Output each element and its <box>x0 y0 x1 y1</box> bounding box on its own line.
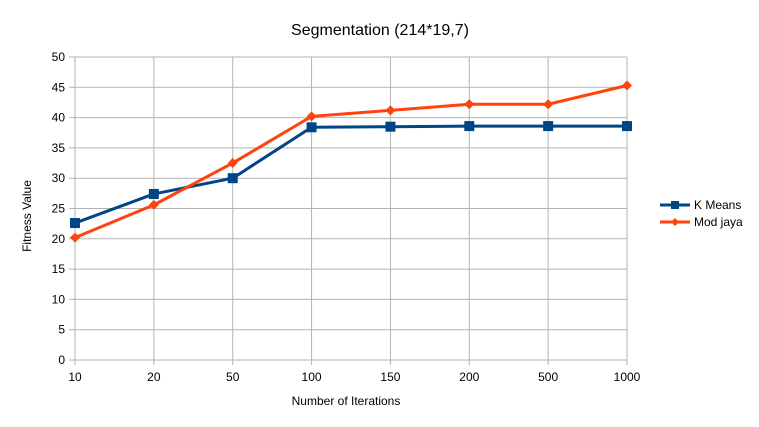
x-tick-label: 200 <box>459 370 479 384</box>
y-tick-label: 10 <box>52 292 66 306</box>
y-tick-label: 5 <box>58 323 65 337</box>
data-point <box>227 158 238 169</box>
chart-title: Segmentation (214*19,7) <box>291 22 469 39</box>
plot-area <box>70 80 632 243</box>
x-tick-label: 150 <box>380 370 400 384</box>
series-line <box>74 124 627 225</box>
y-tick-label: 20 <box>52 232 66 246</box>
data-point <box>464 121 475 132</box>
y-tick-label: 45 <box>52 80 66 94</box>
legend-marker <box>671 201 679 209</box>
x-tick-label: 1000 <box>614 370 641 384</box>
data-point <box>148 199 159 210</box>
data-point <box>148 188 159 199</box>
x-axis-label: Number of Iterations <box>292 394 401 408</box>
legend: K Means Mod jaya <box>660 198 743 229</box>
data-point <box>385 105 396 116</box>
data-point <box>70 218 80 229</box>
y-tick-label: 30 <box>52 171 66 185</box>
series-line <box>74 84 628 239</box>
y-tick-label: 0 <box>58 353 65 367</box>
x-tick-label: 100 <box>302 370 322 384</box>
data-point <box>543 121 554 132</box>
y-tick-label: 50 <box>52 50 66 64</box>
x-tick-label: 500 <box>538 370 558 384</box>
data-point <box>543 99 554 110</box>
x-tick-label: 20 <box>147 370 161 384</box>
x-tick-label: 50 <box>226 370 240 384</box>
legend-marker <box>671 218 679 226</box>
data-point <box>464 99 475 110</box>
y-tick-label: 25 <box>52 202 66 216</box>
data-point <box>227 173 238 184</box>
y-tick-label: 40 <box>52 111 66 125</box>
data-point <box>622 80 632 91</box>
data-point <box>385 121 396 132</box>
y-tick-label: 35 <box>52 141 66 155</box>
y-tick-labels: 0 5 10 15 20 25 30 35 40 45 50 <box>52 50 66 367</box>
data-point <box>70 232 80 243</box>
data-point <box>622 121 632 132</box>
gridlines <box>69 56 628 365</box>
legend-label: K Means <box>694 198 741 212</box>
data-point <box>306 122 317 133</box>
data-point <box>306 111 317 122</box>
x-tick-labels: 10 20 50 100 150 200 500 1000 <box>68 370 640 384</box>
legend-label: Mod jaya <box>694 215 743 229</box>
x-tick-label: 10 <box>68 370 82 384</box>
y-tick-label: 15 <box>52 262 66 276</box>
y-axis-label: Fitness Value <box>20 180 34 252</box>
